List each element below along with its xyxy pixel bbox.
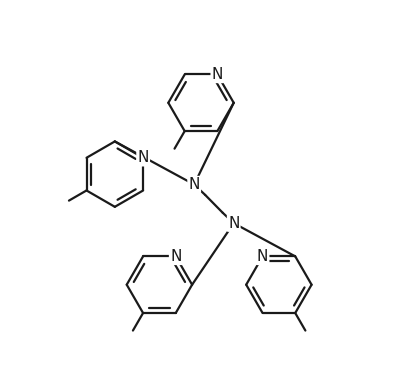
Text: N: N	[170, 249, 181, 264]
Text: N: N	[137, 150, 149, 165]
Text: N: N	[188, 177, 200, 192]
Text: N: N	[228, 216, 239, 231]
Text: N: N	[212, 67, 223, 82]
Text: N: N	[257, 249, 268, 264]
